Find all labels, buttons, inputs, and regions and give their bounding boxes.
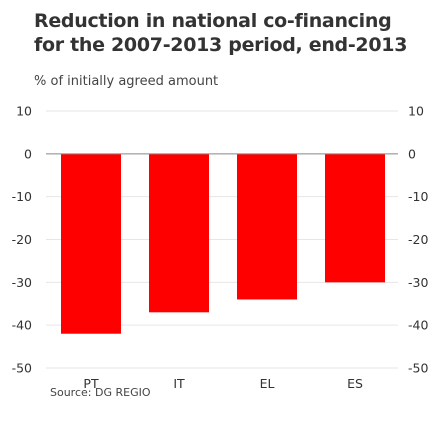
x-axis-categories: PT IT EL ES	[83, 376, 363, 391]
y-tick-label-left: -20	[12, 232, 32, 247]
source-note: Source: DG REGIO	[50, 386, 151, 399]
bar-el	[237, 153, 297, 300]
y-axis-right-ticks: 10 0 -10 -20 -30 -40 -50	[408, 104, 428, 376]
y-axis-left-ticks: 10 0 -10 -20 -30 -40 -50	[12, 104, 32, 376]
x-category-label: EL	[260, 376, 275, 391]
bar-it	[149, 153, 209, 313]
y-tick-label-left: -50	[12, 361, 32, 376]
y-tick-label-right: -50	[408, 361, 428, 376]
x-category-label: PT	[83, 376, 99, 391]
y-tick-label-left: 10	[16, 104, 32, 119]
chart-title: Reduction in national co-financing for t…	[34, 10, 408, 56]
y-tick-label-right: 0	[408, 146, 416, 161]
x-category-label: ES	[347, 376, 363, 391]
x-category-label: IT	[173, 376, 185, 391]
y-tick-label-left: 0	[24, 146, 32, 161]
y-tick-label-left: -10	[12, 189, 32, 204]
y-tick-label-right: 10	[408, 104, 424, 119]
y-tick-label-left: -30	[12, 275, 32, 290]
bar-es	[325, 153, 385, 283]
y-tick-label-right: -40	[408, 318, 428, 333]
bars	[61, 153, 385, 334]
bar-pt	[61, 153, 121, 334]
y-tick-label-right: -20	[408, 232, 428, 247]
y-tick-label-left: -40	[12, 318, 32, 333]
chart-subtitle: % of initially agreed amount	[34, 74, 219, 89]
y-tick-label-right: -30	[408, 275, 428, 290]
y-tick-label-right: -10	[408, 189, 428, 204]
